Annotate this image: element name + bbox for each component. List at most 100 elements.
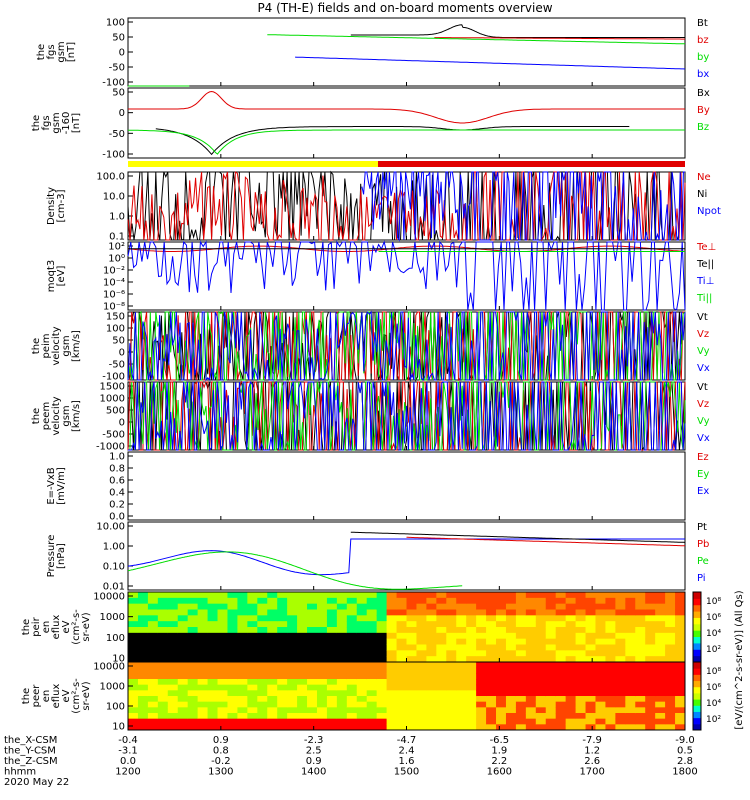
peer-cell bbox=[297, 701, 308, 708]
peer-cell bbox=[326, 673, 338, 680]
peir-cell bbox=[227, 650, 238, 657]
peer-cell bbox=[267, 690, 278, 697]
peir-cell bbox=[655, 650, 666, 657]
peir-cell bbox=[167, 638, 179, 645]
peer-cell bbox=[128, 690, 139, 697]
peir-cell bbox=[525, 656, 537, 663]
peir-cell bbox=[157, 638, 169, 645]
peer-cell bbox=[366, 713, 378, 720]
peir-cell bbox=[565, 656, 577, 663]
peir-cell bbox=[505, 615, 517, 622]
peer-cell bbox=[157, 718, 169, 725]
density-ni-line bbox=[127, 170, 685, 242]
peir-cell bbox=[605, 656, 616, 663]
peer-cell bbox=[486, 696, 497, 703]
peer-cell bbox=[326, 696, 338, 703]
peer-cell bbox=[267, 724, 278, 731]
peer-cell bbox=[128, 707, 139, 714]
peim-vx-line bbox=[127, 310, 686, 382]
peer-cell bbox=[356, 724, 368, 731]
peir-cell bbox=[386, 592, 398, 599]
peir-cell bbox=[595, 603, 606, 610]
peir-cell bbox=[476, 632, 487, 640]
peir-cell bbox=[515, 632, 527, 640]
peir-cell bbox=[525, 609, 537, 616]
fgs-legend-bz: bz bbox=[697, 35, 709, 46]
peir-cell bbox=[436, 656, 447, 663]
fgs_clip-legend-By: By bbox=[697, 105, 710, 116]
peir-cell bbox=[336, 627, 348, 634]
peer-cell bbox=[287, 690, 298, 697]
peir-cell bbox=[227, 644, 238, 651]
peir-cell bbox=[307, 644, 318, 651]
peir-cell bbox=[595, 597, 606, 605]
efield-ytick-label: 0.6 bbox=[109, 476, 125, 487]
peir-cell bbox=[446, 621, 457, 628]
peir-cell bbox=[585, 592, 596, 599]
efield-legend-Ey: Ey bbox=[697, 469, 709, 480]
peir-cell bbox=[356, 592, 368, 599]
efield-ylabel: [mV/m] bbox=[56, 467, 67, 505]
peir-cell bbox=[307, 632, 318, 640]
peir-cell bbox=[545, 621, 557, 628]
peir-cell bbox=[655, 627, 666, 634]
peer-cell bbox=[227, 690, 238, 697]
peer-cell bbox=[486, 684, 497, 691]
colorbar-cell bbox=[693, 655, 701, 663]
peem_velocity-ytick-label: -500 bbox=[102, 430, 125, 441]
peir-cell bbox=[595, 621, 606, 628]
colorbar-cell bbox=[693, 674, 701, 682]
peer-cell bbox=[396, 679, 407, 686]
peer-cell bbox=[197, 707, 209, 714]
peir-cell bbox=[575, 609, 587, 616]
peer-cell bbox=[366, 679, 378, 686]
peer-cell bbox=[277, 690, 288, 697]
peir-cell bbox=[376, 632, 388, 640]
peer-cell bbox=[137, 701, 149, 708]
peir-cell bbox=[366, 603, 378, 610]
peir-cell bbox=[456, 627, 467, 634]
peir-cell bbox=[177, 615, 189, 622]
footer-value: 1200 bbox=[115, 767, 140, 778]
peir-cell bbox=[237, 632, 248, 640]
peir-cell bbox=[535, 638, 547, 645]
peir-cell bbox=[316, 603, 328, 610]
peer-cell bbox=[406, 713, 417, 720]
peer-cell bbox=[585, 707, 596, 714]
peer-cell bbox=[356, 684, 368, 691]
peir-cell bbox=[615, 656, 626, 663]
peer-cell bbox=[277, 724, 288, 731]
peir-cell bbox=[565, 603, 577, 610]
peer-cell bbox=[585, 673, 596, 680]
peir-cell bbox=[456, 638, 467, 645]
peir-cell bbox=[336, 597, 348, 605]
peer-cell bbox=[675, 696, 686, 703]
efield-ytick-label: 1.0 bbox=[109, 452, 125, 463]
peir-cell bbox=[645, 638, 656, 645]
peir-cell bbox=[625, 627, 636, 634]
peir-cell bbox=[128, 632, 139, 640]
peir-cell bbox=[187, 656, 199, 663]
peir-cell bbox=[227, 627, 238, 634]
fgs-legend-bx: bx bbox=[697, 69, 709, 80]
density-ytick-label: 0.1 bbox=[109, 232, 125, 243]
peer-cell bbox=[615, 718, 626, 725]
peer-cell bbox=[625, 724, 636, 731]
peir-cell bbox=[128, 656, 139, 663]
footer-value: -7.9 bbox=[582, 735, 602, 746]
peer-cell bbox=[227, 673, 238, 680]
peir-cell bbox=[426, 656, 437, 663]
peir-cell bbox=[217, 603, 228, 610]
peir-cell bbox=[277, 621, 288, 628]
peir-cell bbox=[396, 603, 407, 610]
peer-cell bbox=[515, 662, 527, 669]
peir-cell bbox=[207, 609, 219, 616]
peir-cell bbox=[665, 638, 676, 645]
peer-cell bbox=[177, 667, 189, 674]
peer-cell bbox=[137, 679, 149, 686]
peir-cell bbox=[515, 644, 527, 651]
peer-cell bbox=[147, 667, 159, 674]
peir-cell bbox=[128, 597, 139, 605]
peir-cell bbox=[535, 597, 547, 605]
peer-cell bbox=[515, 718, 527, 725]
